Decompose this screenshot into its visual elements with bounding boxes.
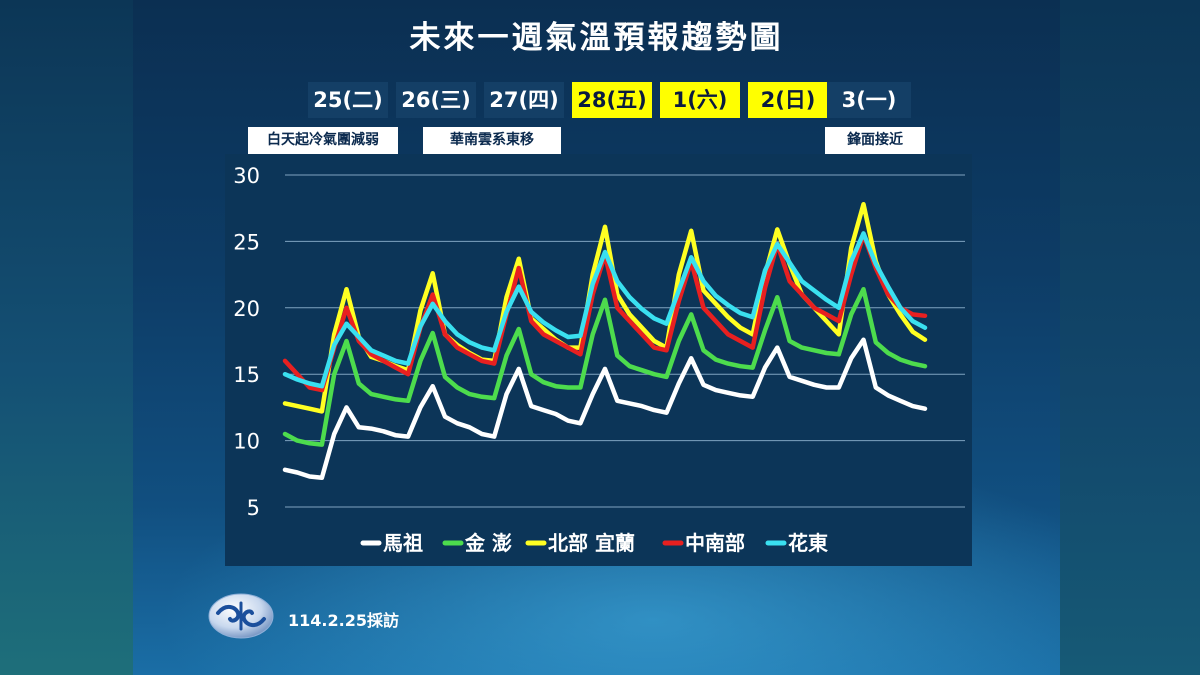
day-label-fri: 28(五) (572, 82, 652, 118)
day-label-sat: 1(六) (660, 82, 740, 118)
series-line-4 (282, 231, 928, 389)
legend-label-2: 北部 宜蘭 (548, 531, 635, 555)
legend-label-3: 中南部 (685, 531, 745, 555)
day-label-thu: 27(四) (484, 82, 564, 118)
series-line-1 (282, 286, 928, 447)
source-note: 114.2.25採訪 (288, 611, 399, 630)
y-tick-label-10: 10 (233, 430, 260, 454)
page-title: 未來一週氣溫預報趨勢圖 (409, 20, 784, 56)
left-backdrop-panel (0, 0, 133, 675)
series-line-0 (282, 337, 928, 481)
y-tick-label-30: 30 (233, 164, 260, 188)
day-label-sun: 2(日) (748, 82, 828, 118)
y-tick-label-25: 25 (233, 230, 260, 254)
day-label-tue: 25(二) (308, 82, 388, 118)
legend-label-1: 金 澎 (464, 531, 512, 555)
day-label-wed: 26(三) (396, 82, 476, 118)
plot-area (225, 154, 972, 566)
day-label-mon: 3(一) (827, 82, 911, 118)
note-cold-airmass: 白天起冷氣團減弱 (248, 127, 398, 154)
y-tick-label-15: 15 (233, 363, 260, 387)
y-tick-label-5: 5 (247, 496, 260, 520)
temperature-chart: 30 25 20 15 10 5 馬祖 金 澎 北部 宜蘭 中南部 花東 (233, 164, 965, 555)
cwa-logo-icon (208, 593, 274, 639)
y-tick-label-20: 20 (233, 297, 260, 321)
legend-label-4: 花東 (788, 531, 828, 555)
forecast-slide: 未來一週氣溫預報趨勢圖 25(二) 26(三) 27(四) 28(五) 1(六)… (133, 0, 1060, 675)
note-cloud-system: 華南雲系東移 (423, 127, 561, 154)
legend-label-0: 馬祖 (383, 531, 423, 555)
right-backdrop-panel (1060, 0, 1200, 675)
note-front-approaching: 鋒面接近 (825, 127, 925, 154)
